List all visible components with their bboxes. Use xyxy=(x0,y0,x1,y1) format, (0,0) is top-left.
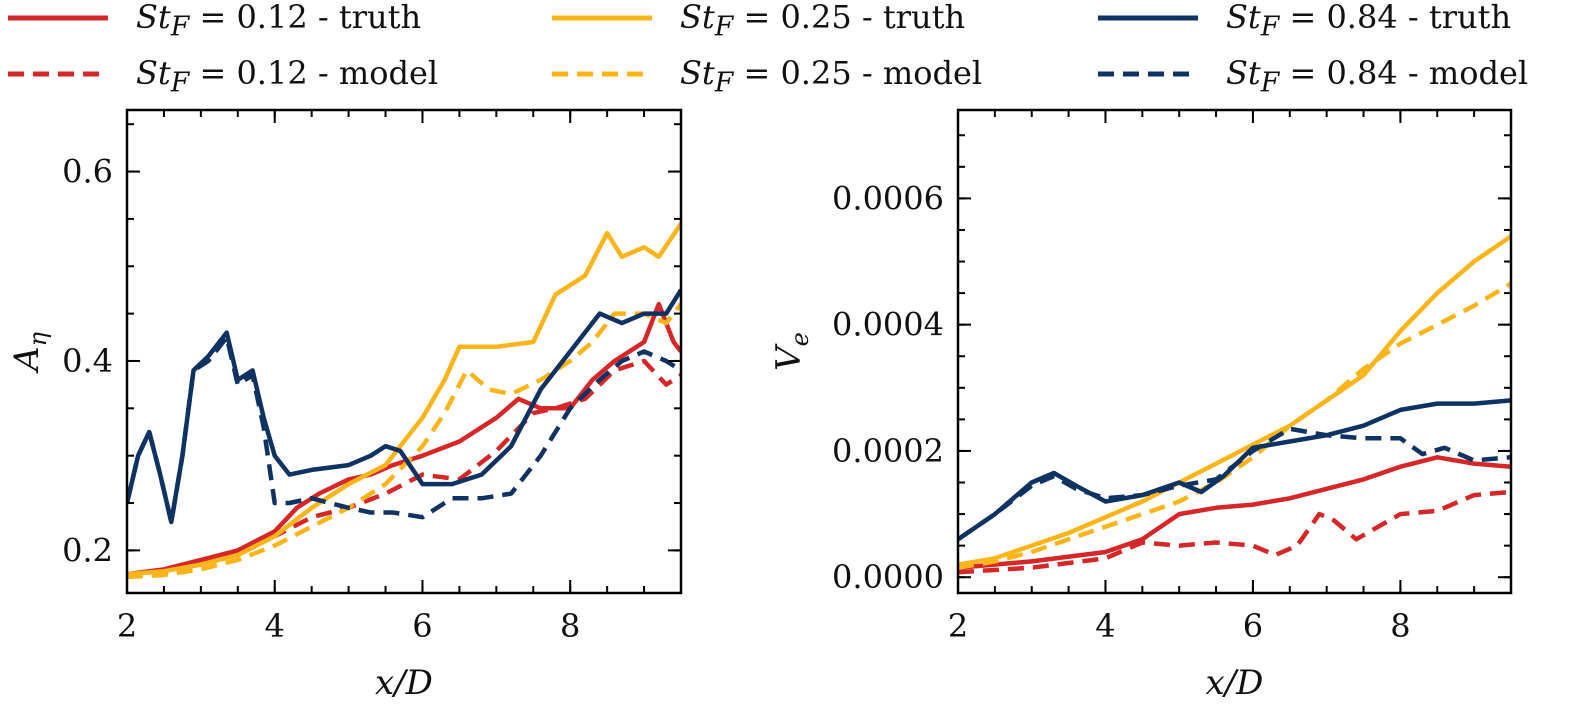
legend-swatch xyxy=(8,15,108,21)
series-line-model xyxy=(958,426,1511,542)
legend-swatch xyxy=(8,71,108,77)
legend-entry: StF = 0.84 - model xyxy=(1098,53,1529,99)
x-tick-label: 2 xyxy=(948,607,968,645)
y-tick-label: 0.4 xyxy=(62,342,113,380)
x-tick-label: 6 xyxy=(1243,607,1263,645)
plot-frame xyxy=(956,108,1513,595)
legend-entry: StF = 0.84 - truth xyxy=(1098,0,1512,43)
legend-label: StF = 0.12 - truth xyxy=(136,0,422,43)
legend-label: StF = 0.12 - model xyxy=(136,53,439,99)
series-line-truth xyxy=(958,455,1511,570)
plot-frame xyxy=(125,108,683,595)
legend-entry: StF = 0.25 - model xyxy=(552,53,983,99)
x-tick-label: 4 xyxy=(1095,607,1115,645)
legend-entry: StF = 0.12 - truth xyxy=(8,0,422,43)
figure-legend: StF = 0.12 - truth StF = 0.12 - model St… xyxy=(0,0,1579,110)
legend-entry: StF = 0.25 - truth xyxy=(552,0,966,43)
panel-amplitude: 2 4 6 8 0.2 0.4 0.6 x/D Aη xyxy=(7,108,683,703)
legend-label: StF = 0.25 - truth xyxy=(680,0,966,43)
x-tick-label: 8 xyxy=(560,607,580,645)
y-axis-label: Ve xyxy=(769,332,814,371)
legend-label: StF = 0.25 - model xyxy=(680,53,983,99)
legend-swatch xyxy=(552,15,652,21)
legend-entry: StF = 0.12 - model xyxy=(8,53,439,99)
legend-swatch xyxy=(552,71,652,77)
y-tick-label: 0.0002 xyxy=(832,432,944,470)
x-tick-label: 2 xyxy=(117,607,137,645)
y-axis-label-subscript: e xyxy=(786,332,814,346)
y-axis-label-main: A xyxy=(7,346,47,374)
series-line-model xyxy=(958,281,1511,570)
y-tick-label: 0.0006 xyxy=(832,179,944,217)
series-line-truth xyxy=(958,234,1511,567)
legend-swatch xyxy=(1098,71,1198,77)
y-tick-label: 0.0004 xyxy=(832,306,944,344)
x-tick-label: 4 xyxy=(265,607,285,645)
legend-label: StF = 0.84 - truth xyxy=(1226,0,1512,43)
series-line-truth xyxy=(958,398,1511,542)
y-tick-label: 0.6 xyxy=(62,153,113,191)
series-group xyxy=(958,234,1511,575)
series-line-model xyxy=(127,335,681,525)
series-line-truth xyxy=(127,222,681,577)
y-tick-label: 0.0000 xyxy=(832,558,944,596)
y-tick-label: 0.2 xyxy=(62,531,113,569)
series-line-truth xyxy=(127,288,681,525)
y-axis-label-main: V xyxy=(769,343,809,371)
x-axis-label: x/D xyxy=(1206,663,1264,703)
series-line-model xyxy=(127,358,681,577)
y-axis-label: Aη xyxy=(7,331,52,374)
legend-swatch xyxy=(1098,15,1198,21)
series-group xyxy=(127,222,681,580)
x-tick-label: 8 xyxy=(1390,607,1410,645)
y-axis-label-subscript: η xyxy=(24,331,52,346)
x-tick-label: 6 xyxy=(412,607,432,645)
x-axis-label: x/D xyxy=(375,663,433,703)
panel-volume: 2 4 6 8 0.0000 0.0002 0.0004 0.0006 x/D Ve xyxy=(769,108,1513,703)
legend-label: StF = 0.84 - model xyxy=(1226,53,1529,99)
